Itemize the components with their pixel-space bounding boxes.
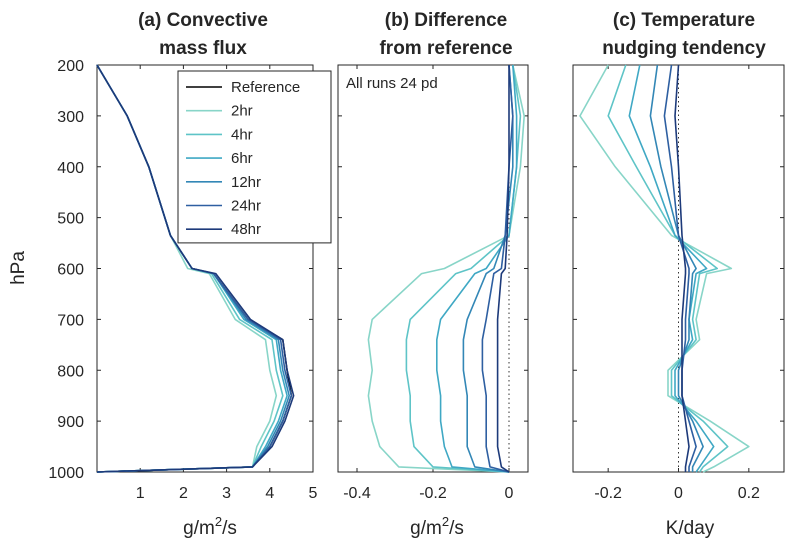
y-tick-label: 600 bbox=[57, 262, 84, 279]
x-tick-label: 0.2 bbox=[738, 485, 760, 502]
x-tick-label: 5 bbox=[309, 485, 318, 502]
panel-b-title-line-1: (b) Difference bbox=[385, 10, 507, 31]
panel-a-title-line-2: mass flux bbox=[159, 38, 247, 59]
series-line-24hr bbox=[663, 64, 697, 472]
panel-a-mass-flux: (a) Convective mass flux g/m2/s 1 2 3 4 5 bbox=[96, 10, 318, 539]
x-tick-label: 2 bbox=[179, 485, 188, 502]
panel-b-annotation: All runs 24 pd bbox=[346, 75, 438, 92]
legend-box bbox=[177, 70, 332, 244]
panel-a-x-axis-label: g/m2/s bbox=[183, 514, 237, 539]
series-line-6hr bbox=[628, 64, 715, 473]
x-tick-label: -0.2 bbox=[419, 485, 447, 502]
series-line-2hr bbox=[579, 64, 750, 473]
series-line-48hr bbox=[496, 65, 510, 473]
x-tick-label: -0.4 bbox=[343, 485, 371, 502]
panel-b-difference: (b) Difference from reference All runs 2… bbox=[337, 10, 529, 539]
panel-c-x-axis-label: K/day bbox=[666, 518, 715, 539]
panel-c-title-line-2: nudging tendency bbox=[602, 38, 766, 59]
legend-entry: 2hr bbox=[231, 103, 253, 120]
series-line-48hr bbox=[674, 64, 690, 472]
legend-entry: 4hr bbox=[231, 126, 253, 143]
series-line-4hr bbox=[607, 64, 729, 473]
panel-c-nudging-tendency: (c) Temperature nudging tendency K/day -… bbox=[572, 10, 785, 539]
x-tick-label: 0 bbox=[674, 485, 683, 502]
panel-c-title-line-1: (c) Temperature bbox=[613, 10, 755, 31]
legend-entry: 6hr bbox=[231, 150, 253, 167]
y-tick-label: 500 bbox=[57, 211, 84, 228]
y-tick-label: 200 bbox=[57, 58, 84, 75]
x-tick-label: 4 bbox=[265, 485, 274, 502]
series-line-12hr bbox=[462, 64, 514, 473]
y-tick-label: 1000 bbox=[48, 465, 84, 482]
panel-a-title-line-1: (a) Convective bbox=[138, 10, 268, 31]
x-tick-label: 3 bbox=[222, 485, 231, 502]
x-tick-label: 0 bbox=[505, 485, 514, 502]
legend-entry: 48hr bbox=[231, 221, 261, 238]
legend-entry: Reference bbox=[231, 79, 300, 96]
series-line-6hr bbox=[435, 64, 518, 473]
axes-box bbox=[337, 64, 529, 473]
legend: Reference 2hr 4hr 6hr 12hr 24hr 48hr bbox=[177, 70, 332, 244]
y-axis-label: hPa bbox=[8, 251, 29, 285]
y-tick-label: 300 bbox=[57, 109, 84, 126]
panel-b-x-axis-label: g/m2/s bbox=[410, 514, 464, 539]
y-tick-label: 400 bbox=[57, 160, 84, 177]
y-tick-label: 700 bbox=[57, 312, 84, 329]
series-line-2hr bbox=[367, 64, 526, 473]
x-tick-label: -0.2 bbox=[594, 485, 622, 502]
y-tick-label: 900 bbox=[57, 414, 84, 431]
x-tick-label: 1 bbox=[136, 485, 145, 502]
y-tick-label: 800 bbox=[57, 363, 84, 380]
panel-b-title-line-2: from reference bbox=[379, 38, 512, 59]
y-tick-labels: 200 300 400 500 600 700 800 900 1000 bbox=[48, 58, 84, 482]
legend-entry: 24hr bbox=[231, 198, 261, 215]
series-line-12hr bbox=[649, 64, 704, 472]
series-line-4hr bbox=[405, 64, 522, 473]
legend-entry: 12hr bbox=[231, 174, 261, 191]
series-line-48hr bbox=[96, 64, 295, 473]
